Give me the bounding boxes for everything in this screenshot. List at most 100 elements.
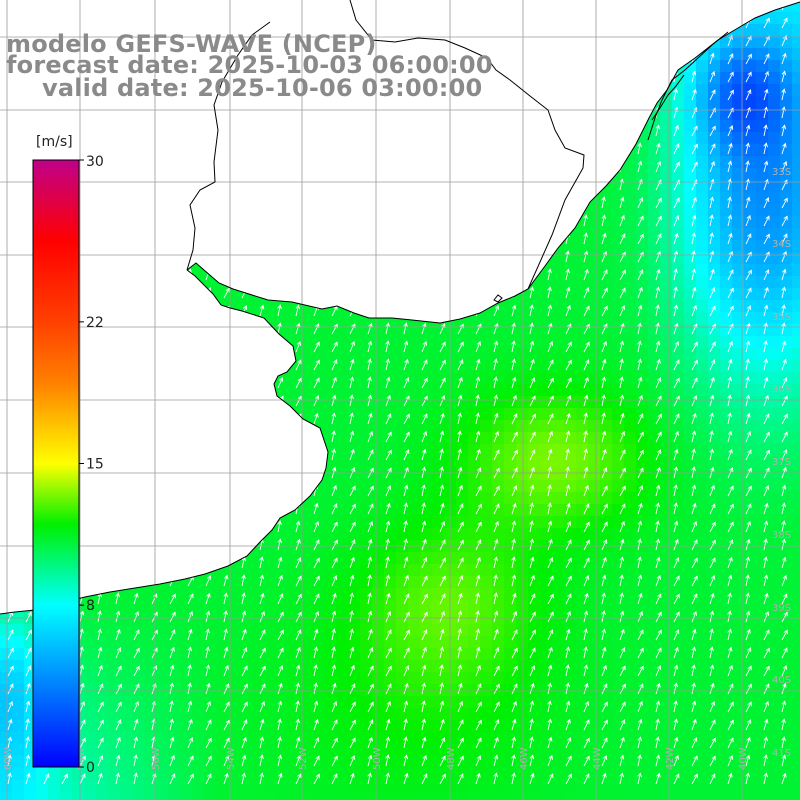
wind-arrow [439, 593, 446, 605]
wind-arrow [583, 682, 589, 695]
wind-arrow [331, 575, 338, 587]
wind-arrow [295, 700, 300, 713]
wind-arrow [7, 700, 14, 713]
wind-arrow [673, 575, 680, 587]
wind-arrow [277, 647, 284, 659]
wind-arrow [529, 665, 536, 677]
wind-arrow [7, 772, 12, 785]
wind-arrow [385, 340, 390, 353]
wind-arrow [727, 142, 733, 155]
wind-arrow [619, 647, 626, 659]
wind-arrow [295, 557, 302, 569]
wind-arrow [7, 629, 14, 641]
wind-arrow [763, 160, 769, 173]
wind-arrow [259, 592, 265, 605]
wind-arrow [115, 772, 120, 785]
wind-arrow [547, 773, 554, 785]
wind-arrow [475, 683, 482, 695]
wind-arrow [223, 628, 228, 641]
wind-arrow [439, 395, 446, 407]
colorbar-tick-label: 8 [86, 598, 95, 614]
wind-arrow [763, 647, 770, 659]
wind-arrow [475, 772, 481, 785]
wind-arrow [673, 646, 679, 659]
wind-arrow [565, 628, 571, 641]
coastline-uruguay-brazil [186, 1, 800, 324]
wind-arrow [547, 700, 552, 713]
wind-arrow [421, 718, 426, 731]
wind-arrow [403, 647, 410, 659]
wind-arrow [547, 502, 552, 515]
wind-arrow [637, 538, 642, 551]
wind-arrow [223, 755, 230, 767]
wind-arrow [349, 556, 355, 569]
wind-arrow [655, 304, 660, 317]
wind-arrow [601, 755, 608, 767]
wind-arrow [187, 773, 194, 785]
wind-arrow [115, 665, 122, 677]
wind-arrow [583, 250, 589, 263]
wind-arrow [601, 521, 608, 533]
wind-arrow [493, 736, 499, 749]
wind-arrow [403, 502, 408, 515]
wind-arrow [385, 538, 390, 551]
wind-arrow [781, 268, 787, 281]
wind-arrow [763, 358, 769, 371]
wind-arrow [709, 305, 716, 317]
wind-arrow [223, 701, 230, 713]
wind-arrow [565, 575, 572, 587]
wind-arrow [187, 718, 193, 731]
wind-arrow [421, 754, 427, 767]
wind-arrow [187, 646, 193, 659]
wind-arrow [529, 484, 535, 497]
wind-arrow [331, 341, 338, 353]
wind-arrow [133, 718, 139, 731]
wind-arrow [565, 502, 571, 515]
wind-arrow [691, 304, 697, 317]
wind-arrow [673, 629, 680, 641]
wind-arrow [763, 269, 770, 281]
wind-arrow [331, 557, 338, 569]
wind-arrow [529, 593, 536, 605]
wind-arrow [385, 700, 391, 713]
wind-arrow [601, 683, 608, 695]
wind-arrow [475, 610, 480, 623]
wind-arrow [169, 700, 174, 713]
wind-arrow [691, 718, 697, 731]
wind-arrow [781, 431, 788, 443]
wind-arrow [511, 647, 518, 659]
wind-arrow [223, 719, 230, 731]
wind-arrow [673, 268, 678, 281]
wind-arrow [349, 628, 354, 641]
wind-arrow [781, 52, 787, 65]
wind-arrow [727, 683, 734, 695]
wind-arrow [331, 376, 337, 389]
wind-arrow [655, 250, 661, 263]
lagoon-inner [651, 74, 685, 121]
wind-arrow [655, 611, 662, 623]
wind-arrow [367, 376, 372, 389]
wind-arrow [673, 520, 679, 533]
wind-arrow [619, 503, 626, 515]
wind-arrow [529, 700, 535, 713]
wind-arrow [547, 754, 553, 767]
wind-arrow [727, 287, 734, 299]
wind-arrow [727, 214, 733, 227]
wind-arrow [673, 286, 678, 299]
wind-arrow [547, 286, 552, 299]
wind-arrow [691, 520, 698, 533]
wind-arrow [385, 502, 391, 515]
wind-arrow [763, 286, 769, 299]
wind-arrow [493, 449, 500, 461]
wind-arrow [727, 71, 734, 83]
wind-arrow [745, 610, 751, 623]
wind-arrow [655, 718, 660, 731]
wind-arrow [637, 647, 644, 659]
wind-arrow [169, 593, 176, 605]
wind-arrow [781, 70, 787, 83]
wind-arrow [781, 700, 787, 713]
wind-arrow [511, 304, 517, 317]
wind-arrow [403, 538, 408, 551]
wind-arrow [403, 431, 410, 443]
